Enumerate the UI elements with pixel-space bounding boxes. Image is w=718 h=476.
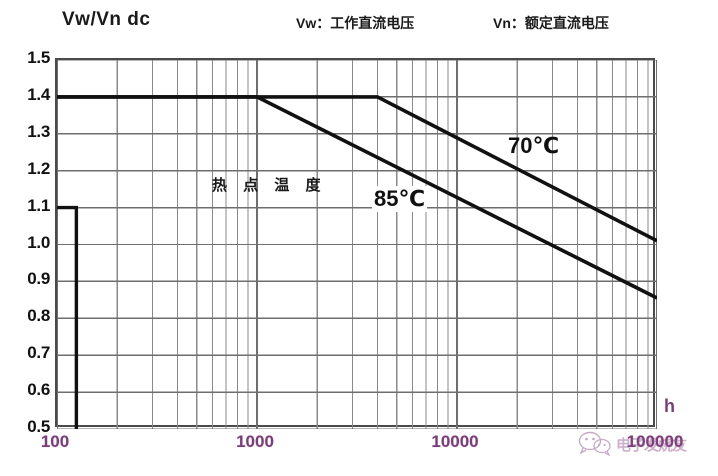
plot-area	[55, 58, 657, 429]
curve-70	[57, 95, 657, 243]
annotation-curve-85c: 85℃	[372, 186, 428, 212]
data-curves	[57, 95, 657, 429]
x-axis-tick-labels: 100 1000 10000 100000	[41, 432, 684, 462]
y-tick-label: 1.1	[27, 195, 50, 215]
grid-and-curves	[57, 60, 657, 429]
annotation-hotspot-temperature: 热 点 温 度	[212, 177, 327, 194]
annotation-curve-70c: 70℃	[508, 133, 560, 158]
y-tick-label: 1.5	[27, 48, 50, 67]
y-tick-label: 0.8	[27, 306, 50, 326]
y-tick-label: 0.5	[27, 417, 50, 436]
y-axis-tick-labels: 1.5 1.4 1.3 1.2 1.1 1.0 0.9 0.8 0.7 0.6 0.5	[0, 48, 50, 436]
x-axis-unit-label: h	[664, 396, 675, 416]
y-tick-label: 0.9	[27, 269, 50, 289]
x-tick-label: 100000	[626, 432, 684, 451]
curve-85	[57, 95, 657, 300]
y-tick-label: 0.6	[27, 380, 50, 400]
x-tick-label: 10000	[431, 432, 479, 451]
x-tick-label: 1000	[236, 432, 274, 451]
curve-baselinestep	[57, 205, 79, 429]
y-tick-label: 1.4	[27, 84, 50, 104]
y-tick-label: 1.2	[27, 158, 50, 178]
major-gridlines	[57, 60, 657, 429]
page-title: Vw/Vn dc	[62, 9, 151, 30]
y-tick-label: 1.0	[27, 232, 50, 252]
x-tick-label: 100	[40, 432, 70, 451]
legend-vw-label: Vw：工作直流电压	[296, 15, 415, 31]
y-tick-label: 0.7	[27, 343, 50, 363]
y-tick-label: 1.3	[27, 121, 50, 141]
legend-vn-label: Vn：额定直流电压	[493, 15, 609, 31]
